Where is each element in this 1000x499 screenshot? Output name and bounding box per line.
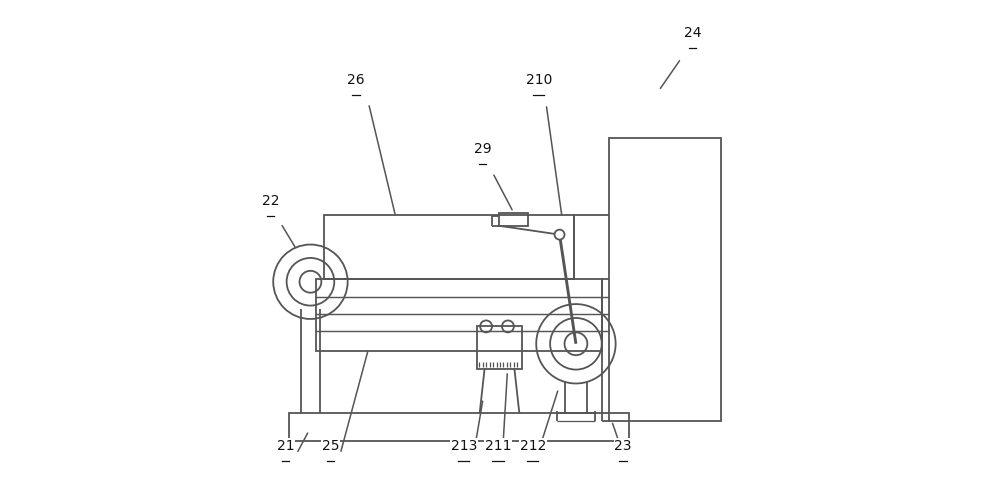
Circle shape [555,230,565,240]
Text: 210: 210 [526,73,552,87]
Bar [324,215,574,279]
Text: 21: 21 [277,439,294,453]
Text: 22: 22 [262,194,279,208]
Text: 29: 29 [474,142,491,156]
Bar [477,326,522,369]
Bar [316,279,602,351]
Bar [499,213,528,226]
Bar [289,413,629,441]
Text: 24: 24 [684,25,701,39]
Text: 211: 211 [485,439,511,453]
Text: 212: 212 [520,439,546,453]
Text: 25: 25 [322,439,339,453]
Text: 213: 213 [451,439,477,453]
Text: 23: 23 [614,439,632,453]
Text: 26: 26 [347,73,365,87]
Bar [609,138,721,421]
